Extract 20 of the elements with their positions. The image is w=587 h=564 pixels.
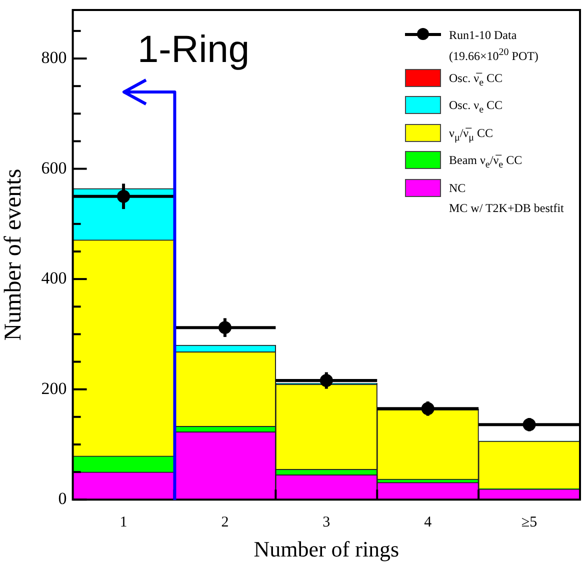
legend-label: ν$_{μ}$/ν̅$_{μ}$ CC	[449, 124, 493, 146]
x-tick-label: ≥5	[521, 514, 538, 531]
legend-label: Beam ν$_{e}$/ν̅$_{e}$ CC	[449, 152, 522, 173]
y-axis-title: Number of events	[0, 168, 27, 341]
x-tick-label: 2	[221, 514, 229, 531]
x-tick-label: 4	[424, 514, 432, 531]
x-axis-title: Number of rings	[254, 536, 400, 562]
y-tick-label: 200	[41, 378, 67, 398]
x-tick-label: 3	[322, 514, 330, 531]
y-tick-label: 400	[41, 268, 67, 288]
y-tick-label: 800	[41, 48, 67, 67]
legend-label: Osc. ν$_{e}$ CC	[449, 97, 503, 118]
legend-label: Run1-10 Data (19.66×10$^{20}$ POT)	[449, 27, 540, 65]
y-tick-label: 600	[41, 158, 67, 178]
legend-label: Osc. ν̅$_{e}$ CC	[449, 70, 503, 90]
x-tick-label: 1	[120, 514, 128, 531]
annotation: 1-Ring	[138, 29, 250, 71]
y-tick-label: 0	[58, 489, 67, 508]
annotation: MC w/ T2K+DB bestfit	[449, 200, 565, 216]
legend-label: NC	[449, 180, 466, 197]
